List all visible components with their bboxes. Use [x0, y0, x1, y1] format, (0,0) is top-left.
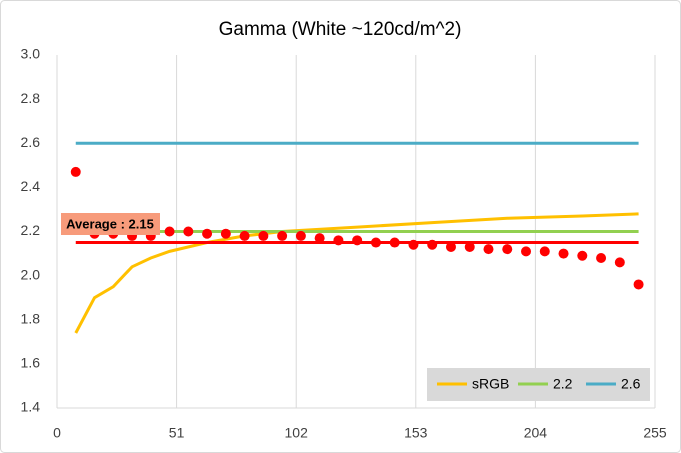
y-tick-label: 1.8	[21, 310, 41, 326]
y-tick-label: 3.0	[21, 46, 41, 62]
measured-point	[427, 239, 438, 250]
series-line	[74, 212, 639, 334]
measured-point	[352, 235, 363, 246]
measured-point	[220, 228, 231, 239]
measured-point	[258, 230, 269, 241]
measured-point	[277, 230, 288, 241]
measured-point	[202, 228, 213, 239]
average-label: Average : 2.15	[66, 216, 154, 231]
average-label-box	[61, 213, 160, 235]
x-tick-label: 51	[169, 425, 185, 441]
legend-label: 2.2	[553, 376, 573, 392]
x-tick-label: 102	[285, 425, 309, 441]
measured-point	[408, 239, 419, 250]
y-tick-label: 2.2	[21, 222, 41, 238]
measured-point	[521, 246, 532, 257]
measured-point	[333, 235, 344, 246]
y-tick-label: 1.4	[21, 399, 41, 415]
measured-point	[614, 257, 625, 268]
measured-point	[70, 166, 81, 177]
measured-point	[539, 246, 550, 257]
y-tick-label: 1.6	[21, 355, 41, 371]
x-tick-label: 255	[643, 425, 667, 441]
legend: sRGB 2.2 2.6	[427, 368, 650, 401]
measured-point	[164, 226, 175, 237]
x-tick-label: 153	[404, 425, 428, 441]
measured-point	[577, 250, 588, 261]
measured-point	[239, 230, 250, 241]
measured-point	[464, 241, 475, 252]
measured-point	[370, 237, 381, 248]
x-tick-label: 0	[53, 425, 61, 441]
legend-label: sRGB	[472, 376, 509, 392]
measured-point	[445, 241, 456, 252]
y-tick-label: 2.4	[21, 178, 41, 194]
measured-point	[502, 244, 513, 255]
legend-label: 2.6	[621, 376, 641, 392]
measured-point	[633, 279, 644, 290]
measured-point	[483, 244, 494, 255]
y-tick-label: 2.6	[21, 134, 41, 150]
chart-title: Gamma (White ~120cd/m^2)	[219, 19, 462, 40]
measured-point	[558, 248, 569, 259]
measured-point	[389, 237, 400, 248]
measured-point	[314, 233, 325, 244]
y-tick-label: 2.0	[21, 266, 41, 282]
measured-point	[295, 230, 306, 241]
plot: Average : 2.15	[61, 141, 644, 334]
x-tick-label: 204	[524, 425, 548, 441]
measured-point	[183, 226, 194, 237]
measured-point	[596, 252, 607, 263]
y-tick-label: 2.8	[21, 90, 41, 106]
